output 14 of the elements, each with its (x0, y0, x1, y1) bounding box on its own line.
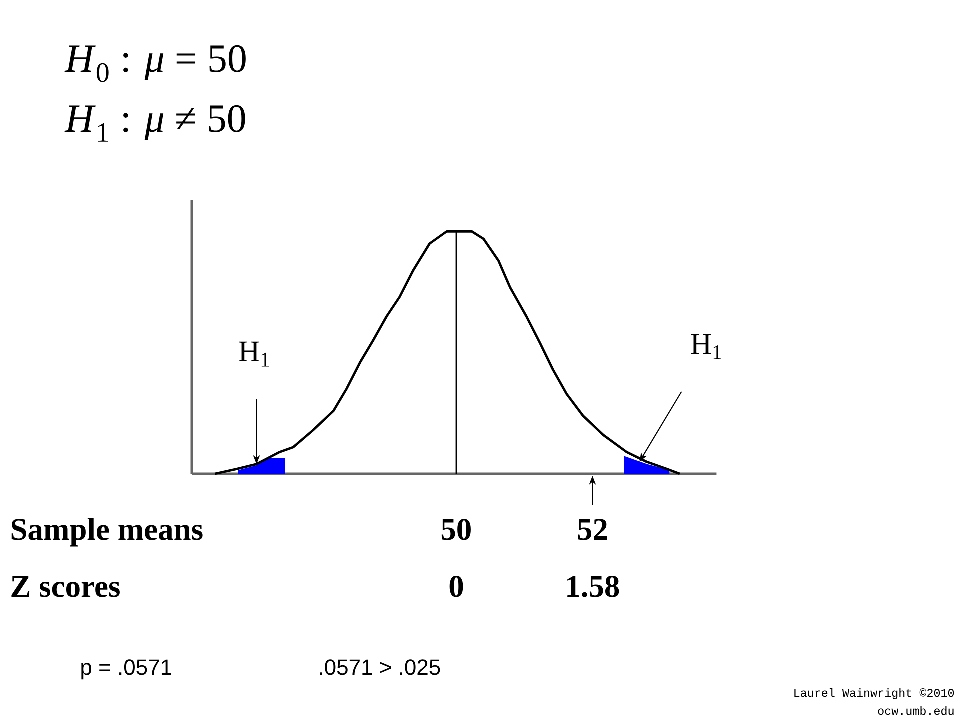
x-axis-title: Sample means (12, 518, 203, 547)
chart-subtitle: H$_{1}$ : μ ≠ 50 (64, 105, 246, 142)
chart-title: H$_{0}$ : μ = 50 (64, 45, 246, 82)
x2-tick-label: 0 (450, 576, 464, 598)
x2-axis-title: Z scores (12, 576, 120, 598)
text: Laurel Wainwright ©2010 (794, 688, 954, 700)
annotation: H$_{1}$ (691, 334, 722, 360)
text: ocw.umb.edu (878, 706, 954, 716)
annotation: H$_{1}$ (239, 342, 270, 367)
text: .0571 > .025 (320, 660, 440, 676)
x-tick-label: 52 (578, 519, 608, 540)
x-tick-label: 50 (442, 519, 471, 540)
x2-tick-label: 1.58 (568, 576, 620, 598)
text: p = .0571 (82, 660, 172, 680)
